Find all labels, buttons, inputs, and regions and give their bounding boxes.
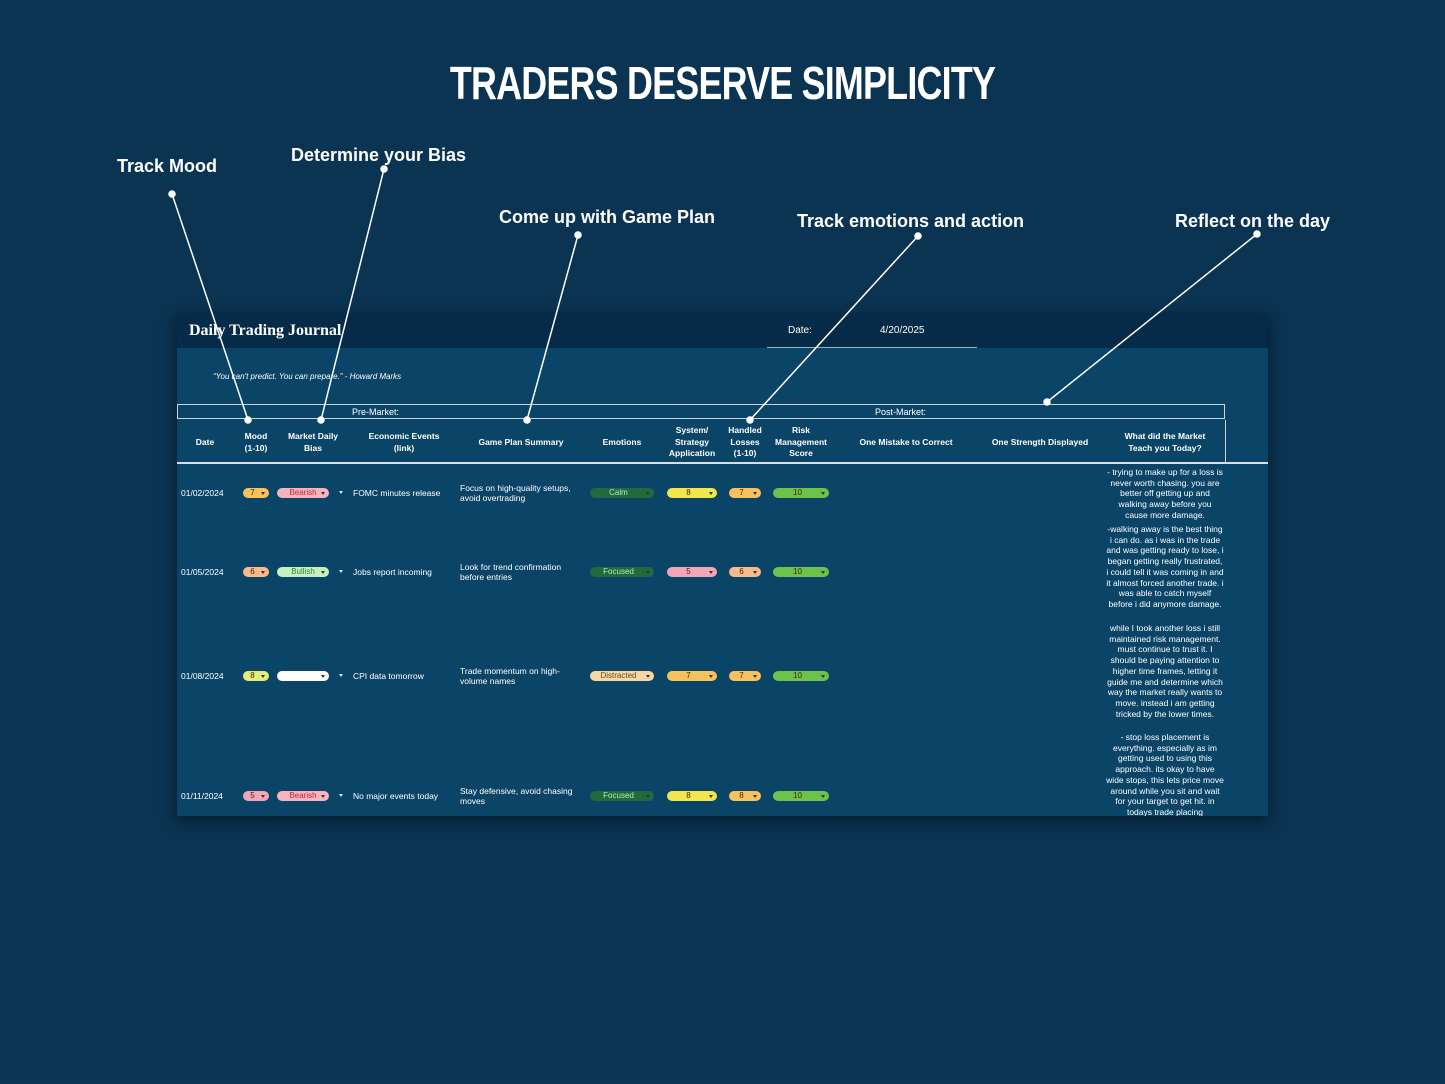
annotation: Reflect on the day <box>1175 211 1331 231</box>
dropdown-pill[interactable]: Bearish <box>277 791 329 801</box>
dropdown-pill[interactable]: 7 <box>729 671 761 681</box>
dropdown-pill[interactable]: 6 <box>729 567 761 577</box>
dropdown-pill[interactable]: 7 <box>667 671 717 681</box>
column-header: Risk Management Score <box>775 425 827 458</box>
column-header: What did the Market Teach you Today? <box>1124 431 1206 453</box>
dropdown-pill[interactable]: 5 <box>667 567 717 577</box>
plan-cell: Focus on high-quality setups, avoid over… <box>460 483 571 503</box>
column-header: Emotions <box>602 437 642 447</box>
dropdown-pill[interactable]: 7 <box>729 488 761 498</box>
dropdown-arrow[interactable] <box>339 570 343 573</box>
dropdown-pill[interactable]: Focused <box>590 567 654 577</box>
dropdown-pill[interactable]: 8 <box>667 488 717 498</box>
header-line <box>177 462 1268 464</box>
column-header: Economic Events (link) <box>368 431 440 453</box>
dropdown-pill[interactable]: 8 <box>667 791 717 801</box>
reflection-cell: - stop loss placement is everything. esp… <box>1106 732 1224 816</box>
date-value[interactable]: 4/20/2025 <box>880 325 925 336</box>
column-header: Game Plan Summary <box>478 437 564 447</box>
dropdown-arrow[interactable] <box>339 794 343 797</box>
dropdown-pill[interactable]: 6 <box>243 567 269 577</box>
column-header: Handled Losses (1-10) <box>728 425 762 458</box>
dropdown-pill[interactable]: 10 <box>773 488 829 498</box>
dropdown-arrow[interactable] <box>339 674 343 677</box>
date-cell: 01/02/2024 <box>181 488 224 498</box>
date-cell: 01/11/2024 <box>181 791 223 801</box>
dropdown-pill[interactable]: 8 <box>729 791 761 801</box>
date-cell: 01/08/2024 <box>181 671 224 681</box>
section-row: Pre-Market: Post-Market: <box>177 404 1225 419</box>
header-border <box>1225 420 1226 462</box>
events-cell: Jobs report incoming <box>353 567 432 577</box>
dropdown-pill[interactable]: 10 <box>773 791 829 801</box>
date-label: Date: <box>788 325 812 336</box>
dropdown-pill[interactable]: 10 <box>773 567 829 577</box>
dropdown-pill[interactable]: Focused <box>590 791 654 801</box>
date-underline <box>767 347 977 348</box>
annotation: Come up with Game Plan <box>499 207 716 227</box>
dropdown-pill[interactable]: Distracted <box>590 671 654 681</box>
dropdown-pill[interactable]: Bearish <box>277 488 329 498</box>
plan-cell: Look for trend confirmation before entri… <box>460 562 562 582</box>
dropdown-pill[interactable]: 7 <box>243 488 269 498</box>
plan-cell: Trade momentum on high-volume names <box>460 666 560 686</box>
column-header: Market Daily Bias <box>287 431 339 453</box>
dropdown-pill[interactable]: 8 <box>243 671 269 681</box>
column-header: System/ Strategy Application <box>668 425 716 458</box>
dropdown-pill[interactable]: Calm <box>590 488 654 498</box>
journal-sheet: Daily Trading Journal Date: 4/20/2025 “Y… <box>177 314 1268 816</box>
dropdown-pill[interactable] <box>277 671 329 681</box>
events-cell: CPI data tomorrow <box>353 671 424 681</box>
dropdown-arrow[interactable] <box>339 491 343 494</box>
sheet-header <box>177 314 1268 348</box>
annotation: Determine your Bias <box>291 145 467 165</box>
events-cell: No major events today <box>353 791 439 801</box>
events-cell: FOMC minutes release <box>353 488 441 498</box>
column-header: Mood (1-10) <box>244 431 268 453</box>
column-header: One Strength Displayed <box>991 437 1089 447</box>
dropdown-pill[interactable]: 5 <box>243 791 269 801</box>
plan-cell: Stay defensive, avoid chasing moves <box>460 786 573 806</box>
date-cell: 01/05/2024 <box>181 567 224 577</box>
column-header: Date <box>195 437 215 447</box>
reflection-cell: -walking away is the best thing i can do… <box>1106 524 1224 609</box>
quote: “You can't predict. You can prepare.” - … <box>213 372 402 381</box>
reflection-cell: - trying to make up for a loss is never … <box>1107 467 1223 520</box>
journal-title: Daily Trading Journal <box>189 322 342 339</box>
post-market-label: Post-Market: <box>875 407 927 417</box>
page-title: TRADERS DESERVE SIMPLICITY <box>449 57 996 109</box>
annotation: Track emotions and action <box>797 211 1025 231</box>
dropdown-pill[interactable]: Bullish <box>277 567 329 577</box>
dropdown-pill[interactable]: 10 <box>773 671 829 681</box>
reflection-cell: while I took another loss i still mainta… <box>1107 623 1223 719</box>
pre-market-label: Pre-Market: <box>352 407 400 417</box>
annotation: Track Mood <box>117 156 218 176</box>
column-header: One Mistake to Correct <box>859 437 953 447</box>
